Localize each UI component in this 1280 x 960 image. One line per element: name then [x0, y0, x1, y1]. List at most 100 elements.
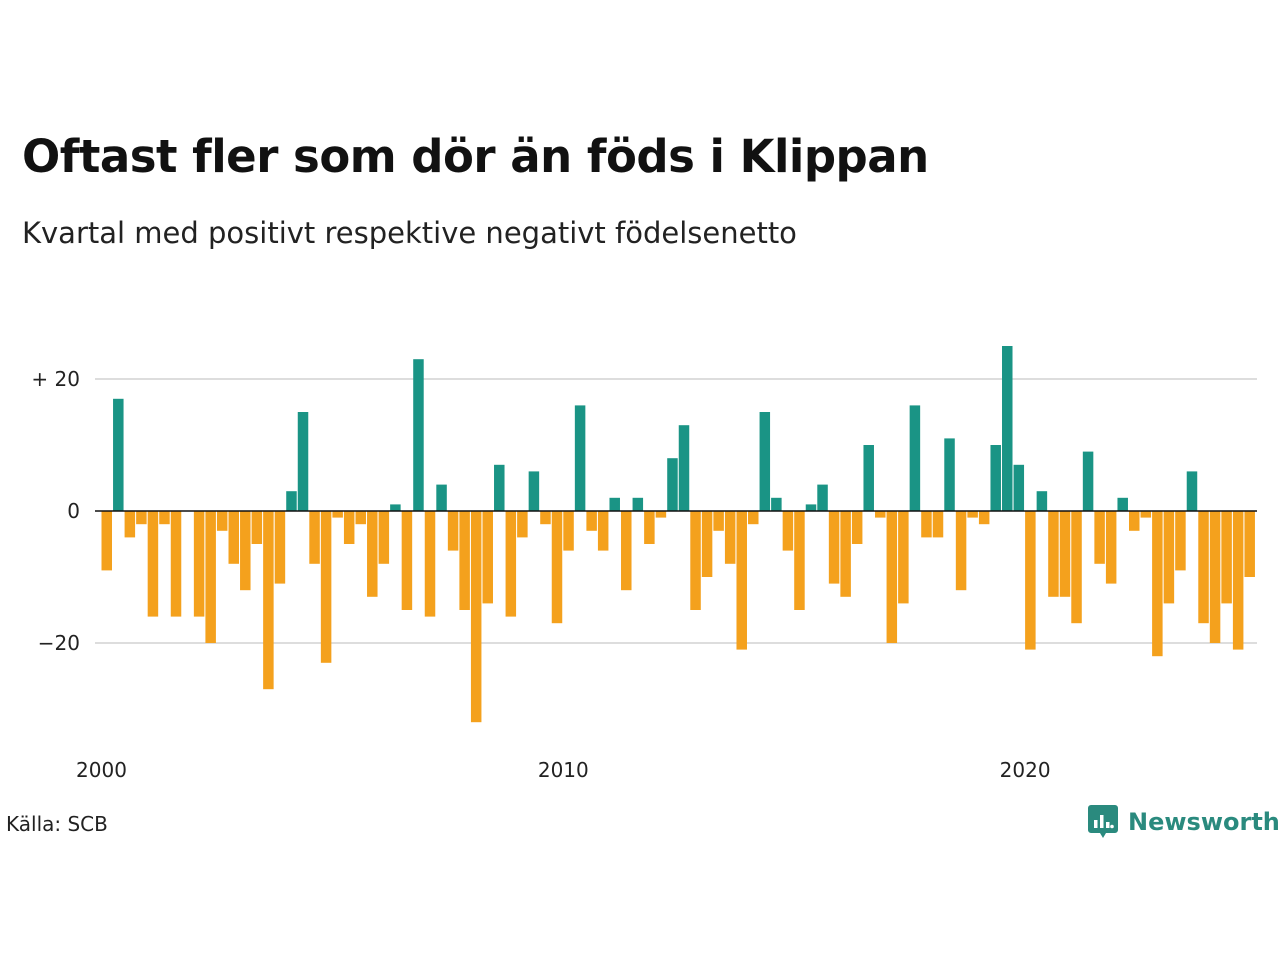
y-tick-label: + 20 [31, 367, 80, 391]
bar-negative [540, 511, 551, 525]
chart-title: Oftast fler som dör än föds i Klippan [22, 130, 929, 183]
bar-positive [667, 458, 678, 511]
bar-negative [782, 511, 794, 551]
bar-negative [1059, 511, 1071, 597]
bar-negative [1025, 511, 1036, 650]
bar-negative [1221, 511, 1232, 604]
bar-negative [424, 511, 436, 617]
bar-negative [401, 511, 413, 610]
bar-positive [528, 471, 540, 511]
bar-negative [332, 511, 343, 518]
bar-positive [113, 398, 124, 511]
bar-negative [1198, 511, 1209, 624]
bar-negative [921, 511, 932, 538]
bar-negative [517, 511, 528, 538]
bar-negative [724, 511, 736, 564]
bar-negative [124, 511, 136, 538]
bar-positive [286, 491, 297, 511]
bar-negative [343, 511, 355, 544]
bar-negative [655, 511, 667, 518]
bar-negative [875, 511, 886, 518]
bar-negative [1163, 511, 1175, 604]
bar-negative [470, 511, 482, 723]
x-tick-label: 2010 [538, 758, 589, 782]
bar-negative [482, 511, 493, 604]
bar-positive [817, 484, 828, 511]
bar-negative [967, 511, 978, 518]
bar-negative [736, 511, 747, 650]
bar-positive [632, 497, 644, 511]
bar-negative [447, 511, 459, 551]
bar-negative [505, 511, 517, 617]
newsworthy-logo-icon [1088, 805, 1118, 838]
bar-negative [228, 511, 239, 564]
bar-negative [136, 511, 147, 525]
bar-negative [1129, 511, 1140, 531]
y-tick-label: −20 [38, 631, 80, 655]
bar-positive [413, 359, 424, 511]
bar-positive [1002, 346, 1013, 511]
bar-positive [944, 438, 955, 511]
bar-negative [794, 511, 805, 610]
bar-positive [1117, 497, 1128, 511]
bar-positive [990, 445, 1001, 511]
bar-negative [828, 511, 840, 584]
bar-negative [1175, 511, 1186, 571]
bar-negative [1094, 511, 1105, 564]
bar-negative [978, 511, 990, 525]
bar-negative [320, 511, 332, 663]
bar-negative [170, 511, 182, 617]
newsworthy-brand-name: Newsworthy [1128, 808, 1280, 836]
bar-negative [701, 511, 713, 577]
bar-negative [621, 511, 632, 591]
bar-negative [748, 511, 759, 525]
bar-negative [216, 511, 228, 531]
bar-negative [1232, 511, 1244, 650]
bar-positive [609, 497, 620, 511]
x-tick-label: 2000 [76, 758, 127, 782]
bar-positive [390, 504, 401, 511]
bar-positive [436, 484, 447, 511]
chart-subtitle: Kvartal med positivt respektive negativt… [22, 216, 797, 250]
bar-negative [932, 511, 944, 538]
bar-negative [367, 511, 378, 597]
bar-negative [251, 511, 263, 544]
bar-negative [1152, 511, 1163, 657]
bar-negative [274, 511, 286, 584]
bar-negative [586, 511, 597, 531]
bar-negative [886, 511, 898, 643]
bar-negative [1244, 511, 1255, 577]
bar-negative [644, 511, 655, 544]
bar-negative [563, 511, 574, 551]
bar-negative [147, 511, 159, 617]
bar-negative [378, 511, 390, 564]
bar-negative [355, 511, 366, 525]
bar-negative [309, 511, 320, 564]
bar-negative [205, 511, 216, 643]
y-tick-label: 0 [67, 499, 80, 523]
bar-positive [759, 412, 771, 511]
bar-negative [159, 511, 170, 525]
bar-positive [678, 425, 690, 511]
bar-negative [713, 511, 724, 531]
bar-negative [851, 511, 863, 544]
bar-negative [1140, 511, 1152, 518]
bar-negative [551, 511, 563, 624]
bar-negative [1209, 511, 1221, 643]
bar-positive [771, 497, 782, 511]
bar-negative [690, 511, 701, 610]
bar-positive [1036, 491, 1048, 511]
bar-negative [263, 511, 274, 690]
x-tick-label: 2020 [1000, 758, 1051, 782]
bar-negative [1071, 511, 1082, 624]
bar-negative [1105, 511, 1117, 584]
bar-positive [1186, 471, 1198, 511]
bar-positive [574, 405, 586, 511]
bar-positive [863, 445, 874, 511]
bar-negative [101, 511, 112, 571]
bar-negative [597, 511, 609, 551]
bar-negative [240, 511, 251, 591]
newsworthy-logo[interactable]: Newsworthy [1088, 805, 1280, 839]
bar-negative [459, 511, 470, 610]
